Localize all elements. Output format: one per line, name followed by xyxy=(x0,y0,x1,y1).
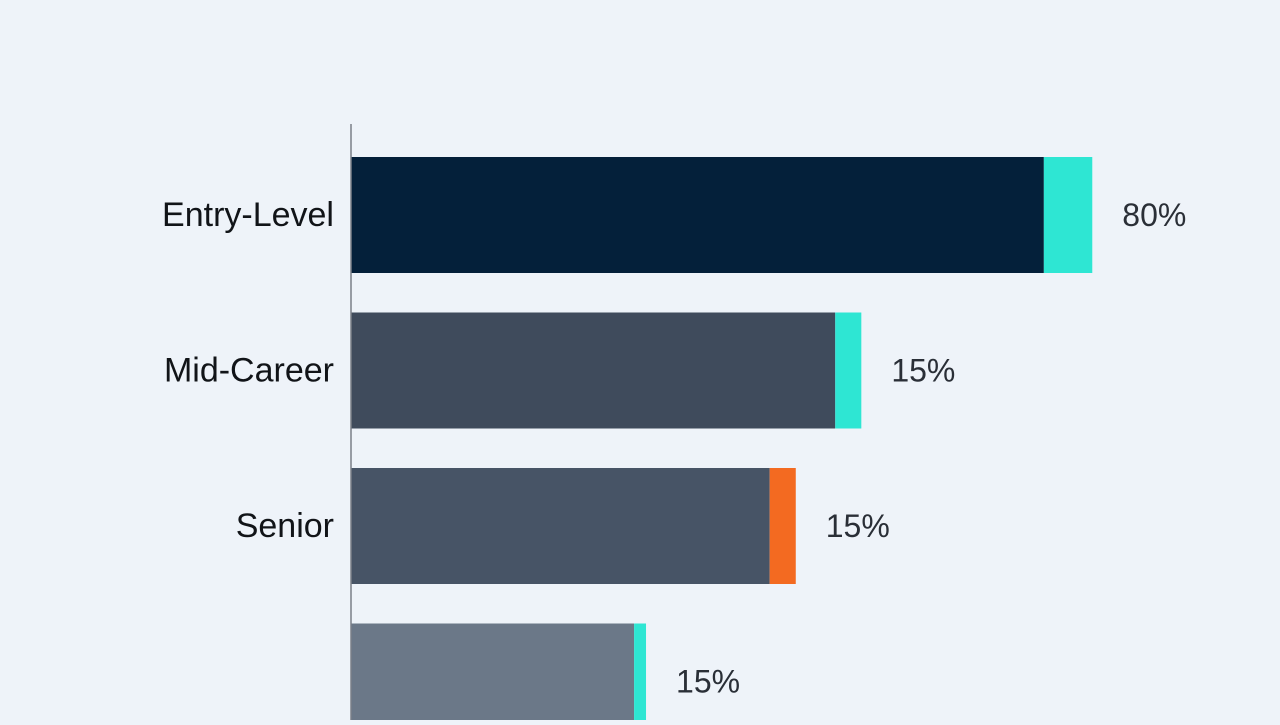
bar-senior xyxy=(351,468,770,584)
bar-entry-level xyxy=(351,157,1044,273)
bar-accent-segment xyxy=(835,312,862,429)
labels-layer: Entry-Level 80% Mid-Career 15% Senior 15% 15% xyxy=(162,196,1186,700)
value-label: 15% xyxy=(891,353,955,389)
value-label: 80% xyxy=(1122,197,1186,233)
bar-accent-segment xyxy=(634,623,647,725)
bar-mid-career xyxy=(351,312,836,429)
bar-row-4 xyxy=(351,623,635,725)
category-label: Senior xyxy=(236,507,334,545)
bars-layer xyxy=(351,157,1093,725)
value-label: 15% xyxy=(676,664,740,700)
bar-accent-segment xyxy=(769,468,796,584)
category-label: Mid-Career xyxy=(164,352,334,390)
category-label: Entry-Level xyxy=(162,196,334,234)
value-label: 15% xyxy=(826,508,890,544)
bar-accent-segment xyxy=(1043,157,1093,273)
